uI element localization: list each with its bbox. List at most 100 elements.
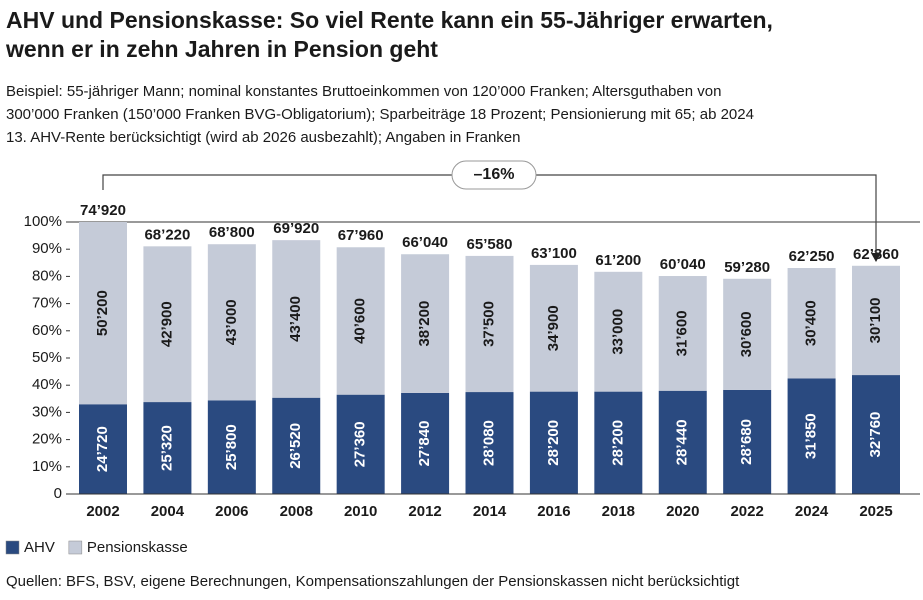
- y-tick-label: 10%: [32, 458, 62, 475]
- data-label: 43’000: [223, 299, 240, 345]
- y-tick-label: 70%: [32, 295, 62, 312]
- subtitle: Beispiel: 55-jähriger Mann; nominal kons…: [6, 83, 721, 100]
- total-label: 74’920: [80, 202, 126, 219]
- bar-segment: [465, 392, 514, 494]
- x-tick-label: 2016: [537, 503, 570, 520]
- data-label: 28’200: [609, 420, 626, 466]
- x-tick-label: 2014: [473, 503, 507, 520]
- chart-title: AHV und Pensionskasse: So viel Rente kan…: [6, 7, 773, 33]
- bar-segment: [207, 244, 256, 401]
- x-tick-label: 2012: [408, 503, 441, 520]
- bar-segment: [143, 246, 192, 403]
- y-tick-label: 60%: [32, 322, 62, 339]
- x-tick-label: 2022: [730, 503, 763, 520]
- data-label: 30’600: [738, 311, 755, 357]
- x-tick-label: 2008: [280, 503, 313, 520]
- bar-segment: [529, 391, 578, 494]
- x-tick-label: 2006: [215, 503, 248, 520]
- bar-segment: [272, 397, 321, 494]
- data-label: 27’360: [352, 421, 369, 467]
- data-label: 27’840: [416, 421, 433, 467]
- x-tick-label: 2010: [344, 503, 377, 520]
- total-label: 67’960: [338, 227, 384, 244]
- legend-swatch: [5, 540, 20, 555]
- data-label: 32’760: [867, 412, 884, 458]
- data-label: 28’440: [674, 419, 691, 465]
- legend-label: AHV: [24, 539, 55, 556]
- bar-segment: [852, 265, 900, 376]
- source: Quellen: BFS, BSV, eigene Berechnungen, …: [6, 573, 740, 590]
- total-label: 59’280: [724, 259, 770, 276]
- data-label: 28’080: [480, 420, 497, 466]
- total-label: 68’800: [209, 224, 255, 241]
- bar-segment: [336, 247, 385, 395]
- bar-segment: [723, 278, 772, 390]
- data-label: 30’400: [803, 300, 820, 346]
- bar-segment: [594, 271, 643, 392]
- total-label: 62’250: [789, 248, 835, 265]
- annotation-box: [451, 160, 537, 190]
- bar-segment: [336, 394, 385, 494]
- bar-segment: [787, 267, 836, 379]
- annotation: –16%: [474, 166, 515, 183]
- bar-segment: [79, 222, 127, 405]
- data-label: 33’000: [609, 309, 626, 355]
- x-tick-label: 2024: [795, 503, 829, 520]
- chart-title: wenn er in zehn Jahren in Pension geht: [5, 36, 438, 62]
- x-tick-label: 2002: [86, 503, 119, 520]
- data-label: 42’900: [158, 301, 175, 347]
- bar-segment: [658, 390, 707, 494]
- total-label: 68’220: [144, 226, 190, 243]
- bar-segment: [401, 392, 450, 494]
- bar-segment: [723, 389, 772, 494]
- x-tick-label: 2004: [151, 503, 185, 520]
- y-tick-label: 40%: [32, 376, 62, 393]
- y-tick-label: 0: [54, 485, 62, 502]
- y-tick-label: 90%: [32, 240, 62, 257]
- data-label: 34’900: [545, 305, 562, 351]
- total-label: 61’200: [595, 252, 641, 269]
- data-label: 40’600: [352, 298, 369, 344]
- data-label: 50’200: [94, 290, 111, 336]
- x-tick-label: 2018: [602, 503, 635, 520]
- bar-segment: [207, 400, 256, 494]
- data-label: 31’600: [674, 310, 691, 356]
- arrow-head: [871, 253, 881, 262]
- bar-segment: [852, 375, 900, 494]
- legend-label: Pensionskasse: [87, 539, 188, 556]
- subtitle: 13. AHV-Rente berücksichtigt (wird ab 20…: [6, 129, 520, 146]
- subtitle: 300’000 Franken (150’000 Franken BVG-Obl…: [6, 106, 754, 123]
- data-label: 24’720: [94, 426, 111, 472]
- y-tick-label: 30%: [32, 403, 62, 420]
- data-label: 25’320: [158, 425, 175, 471]
- bar-segment: [594, 391, 643, 494]
- data-label: 28’680: [738, 419, 755, 465]
- total-label: 60’040: [660, 256, 706, 273]
- total-label: 66’040: [402, 234, 448, 251]
- x-tick-label: 2020: [666, 503, 699, 520]
- data-label: 37’500: [480, 301, 497, 347]
- total-label: 69’920: [273, 220, 319, 237]
- data-label: 25’800: [223, 424, 240, 470]
- data-label: 28’200: [545, 420, 562, 466]
- bar-segment: [658, 276, 707, 391]
- bar-segment: [529, 264, 578, 392]
- bar-segment: [79, 404, 127, 494]
- data-label: 31’850: [803, 413, 820, 459]
- total-label: 65’580: [467, 236, 513, 253]
- y-tick-label: 50%: [32, 349, 62, 366]
- data-label: 43’400: [287, 296, 304, 342]
- y-tick-label: 80%: [32, 267, 62, 284]
- data-label: 30’100: [867, 297, 884, 343]
- bar-segment: [272, 240, 321, 398]
- bar-segment: [465, 255, 514, 393]
- legend-swatch: [68, 540, 83, 555]
- y-tick-label: 20%: [32, 431, 62, 448]
- bar-segment: [143, 402, 192, 494]
- bar-segment: [787, 378, 836, 494]
- data-label: 26’520: [287, 423, 304, 469]
- x-tick-label: 2025: [859, 503, 892, 520]
- bar-segment: [401, 254, 450, 393]
- y-tick-label: 100%: [24, 213, 62, 230]
- data-label: 38’200: [416, 301, 433, 347]
